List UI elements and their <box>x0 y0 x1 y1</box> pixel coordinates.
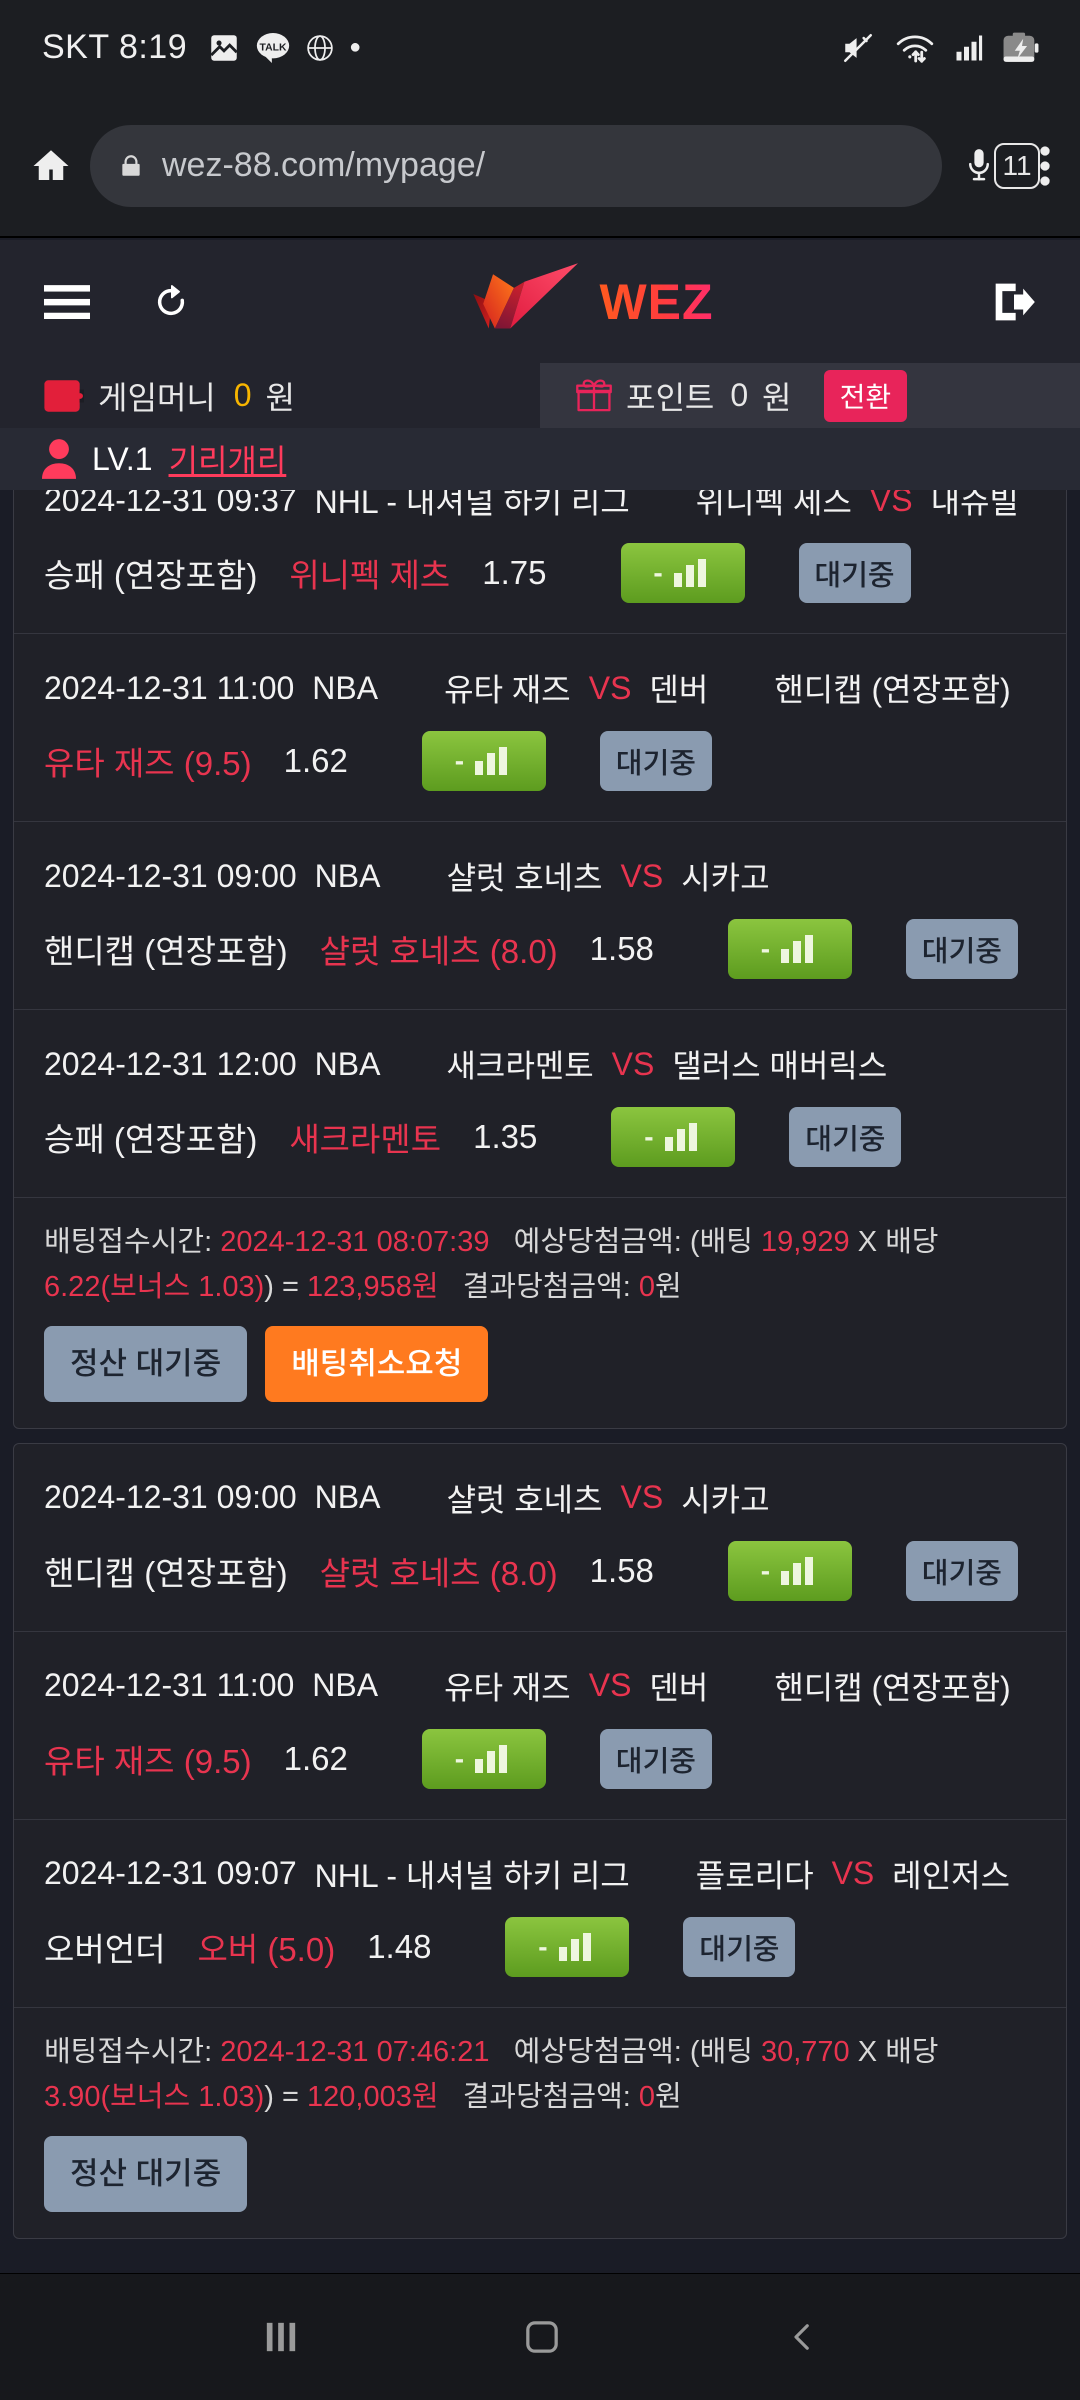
svg-text:TALK: TALK <box>260 42 287 53</box>
